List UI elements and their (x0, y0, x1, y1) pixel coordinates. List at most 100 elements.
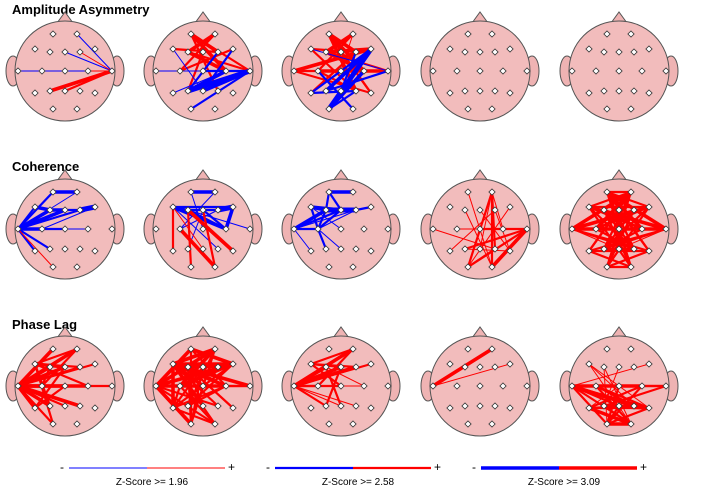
electrode-f7 (307, 45, 315, 53)
electrode-t4 (384, 225, 392, 233)
electrode-p4 (352, 245, 360, 253)
link-c3-fp2 (40, 347, 79, 388)
electrode-f8 (645, 203, 653, 211)
head-map-2-1 (5, 169, 125, 280)
electrode-f3 (184, 206, 192, 214)
electrode-fp1 (464, 345, 472, 353)
legend-caption-2: Z-Score >= 2.58 (321, 477, 395, 488)
electrode-fz (615, 48, 623, 56)
electrode-fp2 (627, 30, 635, 38)
electrode-p3 (322, 402, 330, 410)
electrode-pz (61, 87, 69, 95)
electrode-c3 (38, 382, 46, 390)
link-fz-t6 (479, 209, 511, 252)
electrode-t4 (246, 67, 254, 75)
electrode-fz (615, 363, 623, 371)
electrode-c3 (38, 225, 46, 233)
electrode-p3 (600, 87, 608, 95)
electrode-p4 (76, 87, 84, 95)
electrode-fp2 (488, 30, 496, 38)
link-fp1-t3 (16, 190, 55, 231)
electrode-c4 (638, 225, 646, 233)
electrode-f3 (46, 363, 54, 371)
electrode-f8 (367, 45, 375, 53)
electrode-c4 (499, 382, 507, 390)
electrode-fp2 (488, 188, 496, 196)
electrode-f4 (352, 363, 360, 371)
legend-minus-1: - (60, 460, 64, 474)
link-t4-t5 (587, 227, 668, 253)
electrode-c4 (222, 225, 230, 233)
electrode-pz (476, 87, 484, 95)
link-f3-o1 (603, 366, 608, 425)
electrode-c4 (84, 382, 92, 390)
electrode-f3 (184, 363, 192, 371)
electrode-f8 (91, 45, 99, 53)
electrode-f7 (446, 203, 454, 211)
electrode-p3 (600, 402, 608, 410)
head-map-3-2 (143, 326, 263, 437)
head-map-1-3 (281, 11, 401, 122)
electrode-fz (199, 48, 207, 56)
link-p3-t4 (324, 69, 390, 93)
electrode-f7 (585, 203, 593, 211)
link-t3-p3 (16, 227, 52, 251)
link-t5-c4 (172, 70, 227, 94)
link-c3-f8 (41, 206, 96, 230)
electrode-fz (337, 48, 345, 56)
head-map-2-4 (420, 169, 540, 280)
link-pz-f4 (339, 50, 358, 93)
head-map-1-5 (559, 11, 679, 122)
electrode-t5 (169, 89, 177, 97)
electrode-fz (476, 48, 484, 56)
link-fz-p3 (603, 366, 620, 407)
link-f3-c3 (40, 365, 52, 388)
electrode-t3 (568, 67, 576, 75)
link-o1-c4 (327, 69, 366, 111)
electrode-f8 (506, 203, 514, 211)
electrode-t6 (91, 247, 99, 255)
electrode-cz (199, 382, 207, 390)
electrode-pz (61, 245, 69, 253)
electrode-t5 (31, 404, 39, 412)
link-t3-t6 (570, 227, 651, 253)
electrode-p4 (630, 87, 638, 95)
electrode-c4 (360, 67, 368, 75)
link-t3-t6 (292, 69, 373, 95)
electrode-cz (615, 225, 623, 233)
electrode-t3 (290, 67, 298, 75)
electrode-t3 (152, 382, 160, 390)
electrode-p4 (214, 245, 222, 253)
link-o1-p4 (327, 89, 358, 111)
electrode-o2 (627, 263, 635, 271)
electrode-p3 (322, 87, 330, 95)
electrode-cz (615, 67, 623, 75)
head-map-2-2 (143, 169, 263, 280)
link-f3-t6 (186, 208, 235, 253)
electrode-cz (61, 382, 69, 390)
electrode-f4 (352, 206, 360, 214)
link-cz-o1 (605, 384, 621, 426)
electrode-fz (61, 206, 69, 214)
link-cz-fp2 (340, 33, 354, 72)
electrode-t4 (662, 382, 670, 390)
link-t3-t5 (293, 228, 312, 252)
electrode-p3 (184, 402, 192, 410)
electrode-t6 (645, 247, 653, 255)
electrode-t3 (429, 382, 437, 390)
electrode-fp2 (627, 345, 635, 353)
electrode-p3 (46, 245, 54, 253)
legend-1-96: - + Z-Score >= 1.96 (57, 460, 247, 494)
electrode-c3 (453, 382, 461, 390)
link-fz-t5 (587, 208, 621, 253)
electrode-o1 (464, 105, 472, 113)
electrode-fz (61, 48, 69, 56)
row-title-amplitude-asymmetry: Amplitude Asymmetry (12, 2, 150, 17)
head-map-3-1 (5, 326, 125, 437)
electrode-t3 (290, 382, 298, 390)
electrode-p4 (491, 402, 499, 410)
link-f7-f4 (171, 47, 220, 54)
electrode-fp2 (73, 30, 81, 38)
electrode-c4 (499, 225, 507, 233)
